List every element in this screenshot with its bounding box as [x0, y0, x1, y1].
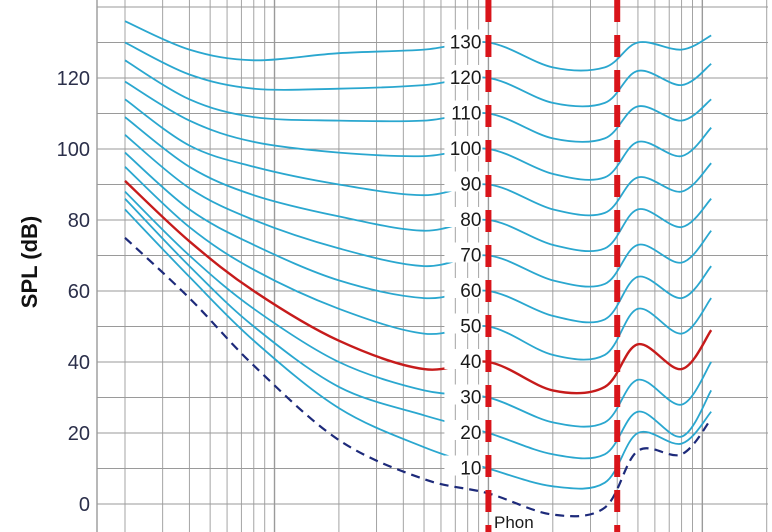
y-tick-label: 20	[68, 423, 90, 445]
phon-label-120: 120	[450, 68, 482, 89]
phon-label-130: 130	[450, 33, 482, 54]
y-tick-label: 80	[68, 210, 90, 232]
phon-label-backdrop	[444, 136, 483, 156]
phon-label-backdrop	[444, 29, 483, 50]
contour-line-10	[124, 208, 712, 490]
threshold-curve	[124, 236, 713, 518]
phon-label-60: 60	[460, 281, 481, 302]
y-tick-label: 100	[57, 139, 90, 161]
phon-label-backdrop	[444, 171, 483, 192]
contour-line-40	[124, 180, 713, 395]
y-tick-label: 0	[79, 494, 90, 516]
phon-label-110: 110	[451, 104, 481, 125]
phon-label-backdrop	[444, 455, 483, 476]
frequency-markers	[485, 0, 621, 532]
threshold-curve-group	[124, 236, 713, 518]
phon-label-80: 80	[460, 210, 481, 231]
contour-line-100	[124, 80, 712, 181]
phon-unit-label: Phon	[494, 513, 534, 532]
phon-label-backdrop	[444, 384, 483, 405]
phon-label-backdrop	[444, 420, 483, 440]
y-tick-label: 60	[68, 281, 90, 303]
phon-label-50: 50	[460, 317, 481, 338]
phon-label-100: 100	[450, 139, 482, 160]
phon-labels: 10 20 30 40 50 60 70 80 90 100 110 120 130	[444, 29, 483, 480]
contour-line-60	[124, 151, 712, 324]
phon-label-20: 20	[460, 423, 481, 444]
phon-label-backdrop	[444, 100, 483, 121]
phon-label-backdrop	[444, 278, 483, 298]
phon-label-backdrop	[444, 349, 483, 369]
phon-label-backdrop	[444, 207, 483, 227]
phon-label-90: 90	[460, 175, 481, 196]
contour-series	[124, 20, 713, 490]
y-tick-label: 40	[68, 352, 90, 374]
phon-label-10: 10	[460, 459, 481, 480]
phon-label-40: 40	[460, 352, 481, 373]
phon-label-70: 70	[460, 246, 481, 267]
y-tick-labels: 0 20 40 60 80 100 120	[57, 68, 90, 516]
phon-label-backdrop	[444, 313, 483, 334]
phon-label-backdrop	[444, 65, 483, 85]
phon-label-30: 30	[460, 388, 481, 409]
phon-label-backdrop	[444, 242, 483, 263]
y-tick-label: 120	[57, 68, 90, 90]
y-axis-label: SPL (dB)	[17, 216, 42, 308]
contour-line-130	[124, 20, 712, 72]
